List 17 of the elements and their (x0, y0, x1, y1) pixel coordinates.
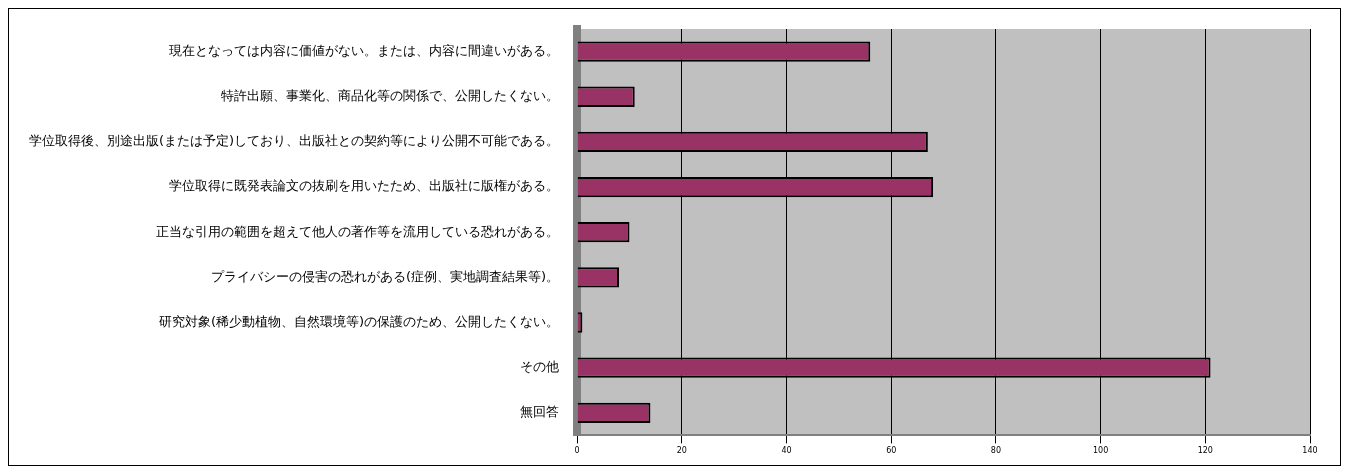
x-tick-label: 120 (1197, 446, 1213, 456)
y-tick-label: 無回答 (520, 404, 560, 420)
y-tick-label: 特許出願、事業化、商品化等の関係で、公開したくない。 (221, 88, 560, 104)
y-tick-label: 研究対象(稀少動植物、自然環境等)の保護のため、公開したくない。 (158, 313, 560, 329)
y-tick-label: その他 (520, 359, 560, 375)
x-tick-label: 100 (1092, 446, 1109, 456)
x-tick-label: 0 (574, 446, 580, 456)
y-tick-label: 学位取得後、別途出版(または予定)しており、出版社との契約等により公開不可能である。 (28, 133, 560, 149)
x-tick-label: 20 (676, 446, 687, 456)
y-tick-label: 正当な引用の範囲を超えて他人の著作等を流用している恐れがある。 (156, 223, 560, 239)
x-tick-label: 60 (886, 446, 897, 456)
y-tick-label: 現在となっては内容に価値がない。または、内容に間違いがある。 (169, 42, 560, 58)
x-tick-label: 80 (990, 446, 1002, 456)
x-tick-label: 40 (781, 446, 792, 456)
y-tick-label: プライバシーの侵害の恐れがある(症例、実地調査結果等)。 (210, 268, 560, 284)
y-tick-label: 学位取得に既発表論文の抜刷を用いたため、出版社に版権がある。 (169, 178, 560, 194)
x-tick-label: 140 (1302, 446, 1318, 456)
